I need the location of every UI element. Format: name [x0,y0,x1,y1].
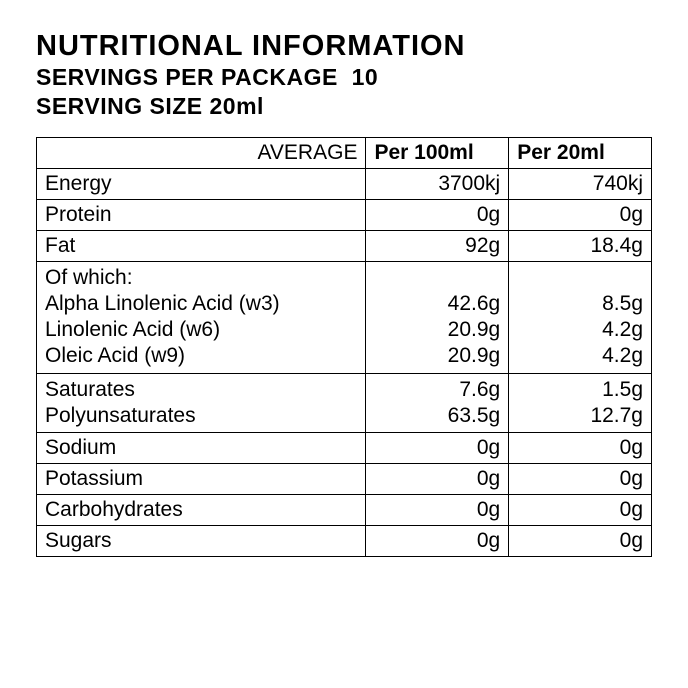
row-per100: 0g [366,526,509,557]
heading-title: NUTRITIONAL INFORMATION [36,30,652,63]
row-per20: 8.5g 4.2g 4.2g [509,261,652,373]
servings-label: SERVINGS PER PACKAGE [36,64,338,90]
servings-value: 10 [352,64,379,90]
serving-size-label: SERVING SIZE [36,93,203,119]
row-per20: 0g [509,464,652,495]
row-per20: 1.5g 12.7g [509,373,652,433]
table-body: Energy 3700kj 740kj Protein 0g 0g Fat 92… [37,168,652,557]
table-row: Sugars 0g 0g [37,526,652,557]
col-per100: Per 100ml [366,137,509,168]
row-per20: 0g [509,495,652,526]
heading-serving-size: SERVING SIZE 20ml [36,92,652,121]
row-per20: 0g [509,526,652,557]
row-per100: 42.6g 20.9g 20.9g [366,261,509,373]
serving-size-value: 20ml [210,93,264,119]
row-per100: 7.6g 63.5g [366,373,509,433]
row-label: Sodium [37,433,366,464]
table-row: Carbohydrates 0g 0g [37,495,652,526]
table-row: Saturates Polyunsaturates 7.6g 63.5g 1.5… [37,373,652,433]
row-label: Protein [37,199,366,230]
table-header-row: AVERAGE Per 100ml Per 20ml [37,137,652,168]
table-row: Of which: Alpha Linolenic Acid (w3) Lino… [37,261,652,373]
table-row: Fat 92g 18.4g [37,230,652,261]
row-per100: 0g [366,495,509,526]
row-label: Of which: Alpha Linolenic Acid (w3) Lino… [37,261,366,373]
row-per20: 18.4g [509,230,652,261]
row-per100: 0g [366,464,509,495]
row-per100: 0g [366,199,509,230]
row-label: Saturates Polyunsaturates [37,373,366,433]
heading-servings: SERVINGS PER PACKAGE 10 [36,63,652,92]
row-per20: 0g [509,199,652,230]
nutrition-table: AVERAGE Per 100ml Per 20ml Energy 3700kj… [36,137,652,558]
table-row: Protein 0g 0g [37,199,652,230]
col-per20: Per 20ml [509,137,652,168]
row-per100: 92g [366,230,509,261]
row-per20: 0g [509,433,652,464]
row-per20: 740kj [509,168,652,199]
row-label: Carbohydrates [37,495,366,526]
table-row: Potassium 0g 0g [37,464,652,495]
col-average: AVERAGE [37,137,366,168]
row-label: Energy [37,168,366,199]
row-label: Sugars [37,526,366,557]
table-row: Sodium 0g 0g [37,433,652,464]
row-per100: 0g [366,433,509,464]
table-row: Energy 3700kj 740kj [37,168,652,199]
row-label: Potassium [37,464,366,495]
row-label: Fat [37,230,366,261]
row-per100: 3700kj [366,168,509,199]
